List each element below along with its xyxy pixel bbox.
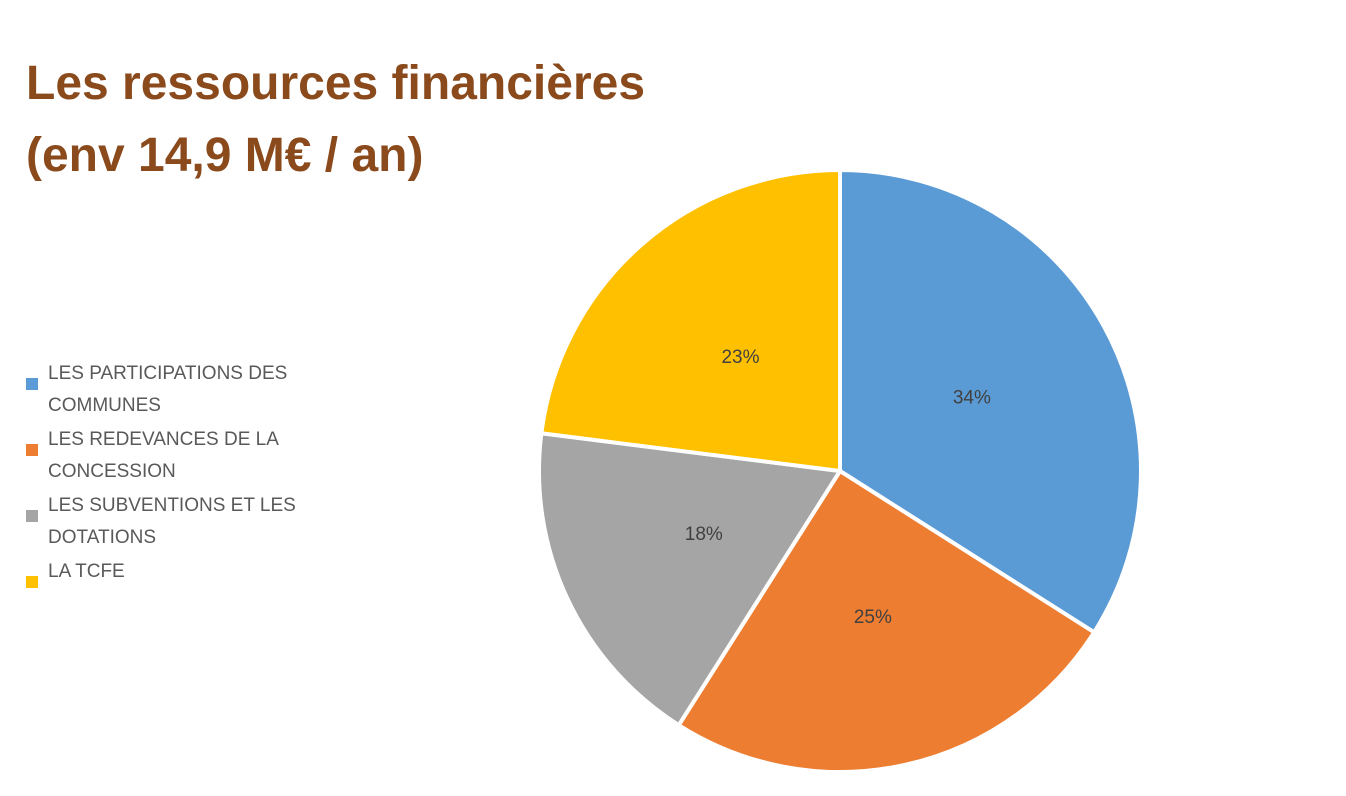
pie-slice — [537, 431, 842, 728]
chart-title-line-2: (env 14,9 M€ / an) — [26, 129, 424, 182]
legend-label: LES SUBVENTIONS ET LES DOTATIONS — [48, 495, 296, 548]
chart-title: Les ressources financières (env 14,9 M€ … — [26, 48, 645, 192]
legend-item: LES SUBVENTIONS ET LES DOTATIONS — [26, 490, 346, 554]
chart-legend: LES PARTICIPATIONS DES COMMUNES LES REDE… — [26, 358, 346, 590]
legend-swatch — [26, 510, 38, 522]
legend-item: LES REDEVANCES DE LA CONCESSION — [26, 424, 346, 488]
slice-value-label: 34% — [953, 388, 991, 409]
pie-slice — [539, 168, 842, 473]
legend-swatch — [26, 576, 38, 588]
legend-label: LES REDEVANCES DE LA CONCESSION — [48, 429, 278, 482]
slice-value-label: 18% — [685, 524, 723, 545]
legend-item: LA TCFE — [26, 556, 346, 588]
chart-title-line-1: Les ressources financières — [26, 57, 646, 110]
legend-label: LA TCFE — [48, 561, 125, 582]
slice-value-label: 25% — [854, 607, 892, 628]
legend-label: LES PARTICIPATIONS DES COMMUNES — [48, 363, 288, 416]
legend-swatch — [26, 444, 38, 456]
slice-value-label: 23% — [721, 347, 759, 368]
pie-slice — [676, 469, 1097, 774]
legend-item: LES PARTICIPATIONS DES COMMUNES — [26, 358, 346, 422]
legend-swatch — [26, 378, 38, 390]
